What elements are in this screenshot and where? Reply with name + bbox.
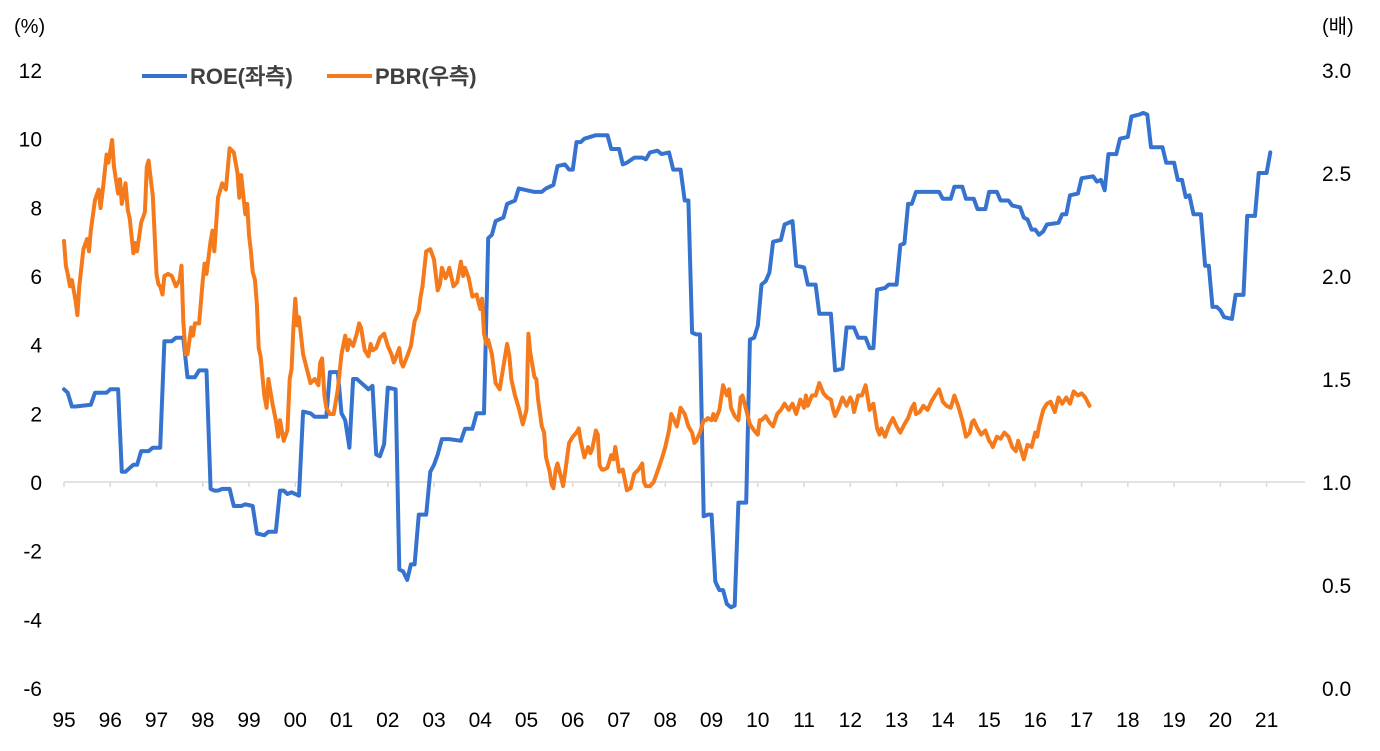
left-axis-tick-labels: 12 10 8 6 4 2 0 -2 -4 -6 xyxy=(19,60,43,701)
left-tick-label: 6 xyxy=(30,266,42,289)
right-tick-label: 2.5 xyxy=(1322,163,1351,186)
left-axis-unit: (%) xyxy=(14,16,45,38)
x-tick-label: 97 xyxy=(145,709,168,732)
x-tick-label: 04 xyxy=(469,709,493,732)
right-tick-label: 1.0 xyxy=(1322,472,1351,495)
left-tick-label: 10 xyxy=(19,129,42,152)
right-tick-label: 3.0 xyxy=(1322,60,1351,83)
x-tick-label: 05 xyxy=(515,709,538,732)
right-axis-unit: (배) xyxy=(1322,15,1354,38)
x-tick-label: 17 xyxy=(1070,709,1093,732)
x-tick-label: 07 xyxy=(607,709,630,732)
right-tick-label: 0.5 xyxy=(1322,575,1351,598)
left-tick-label: -6 xyxy=(23,678,42,701)
x-tick-label: 10 xyxy=(746,709,769,732)
left-tick-label: 8 xyxy=(30,197,42,220)
series-line-roe xyxy=(62,110,1273,610)
right-tick-label: 0.0 xyxy=(1322,678,1351,701)
x-tick-label: 20 xyxy=(1209,709,1232,732)
left-tick-label: 12 xyxy=(19,60,42,83)
x-tick-label: 06 xyxy=(561,709,584,732)
x-tick-label: 02 xyxy=(376,709,399,732)
x-tick-label: 18 xyxy=(1116,709,1139,732)
left-tick-label: 0 xyxy=(30,472,42,495)
left-tick-label: -2 xyxy=(23,541,42,564)
x-tick-label: 09 xyxy=(700,709,723,732)
x-tick-label: 00 xyxy=(284,709,307,732)
left-tick-label: 4 xyxy=(30,335,42,358)
legend: ROE(좌측) PBR(우측) xyxy=(142,64,477,89)
x-tick-label: 96 xyxy=(99,709,122,732)
x-tick-label: 01 xyxy=(330,709,353,732)
x-tick-label: 19 xyxy=(1162,709,1185,732)
x-tick-label: 95 xyxy=(52,709,75,732)
right-tick-label: 1.5 xyxy=(1322,369,1351,392)
right-tick-label: 2.0 xyxy=(1322,266,1351,289)
x-tick-label: 16 xyxy=(1024,709,1047,732)
right-axis-tick-labels: 3.0 2.5 2.0 1.5 1.0 0.5 0.0 xyxy=(1322,60,1351,701)
x-tick-label: 11 xyxy=(793,709,815,732)
x-axis-tick-labels: 95 96 97 98 99 00 01 02 03 04 05 06 07 08 09 10 11 12 13 14… xyxy=(52,709,1278,732)
left-tick-label: 2 xyxy=(30,403,42,426)
legend-label-pbr: PBR(우측) xyxy=(375,64,477,89)
x-tick-label: 03 xyxy=(422,709,445,732)
left-tick-label: -4 xyxy=(23,609,42,632)
x-tick-label: 15 xyxy=(977,709,1000,732)
x-tick-label: 21 xyxy=(1255,709,1278,732)
x-axis xyxy=(63,481,1305,487)
x-tick-label: 12 xyxy=(839,709,862,732)
x-tick-label: 08 xyxy=(654,709,677,732)
legend-label-roe: ROE(좌측) xyxy=(190,64,293,89)
series-line-pbr xyxy=(62,138,1092,493)
x-tick-label: 13 xyxy=(885,709,908,732)
x-tick-label: 98 xyxy=(191,709,214,732)
series-lines xyxy=(62,110,1273,610)
x-tick-label: 14 xyxy=(931,709,955,732)
x-tick-label: 99 xyxy=(237,709,260,732)
